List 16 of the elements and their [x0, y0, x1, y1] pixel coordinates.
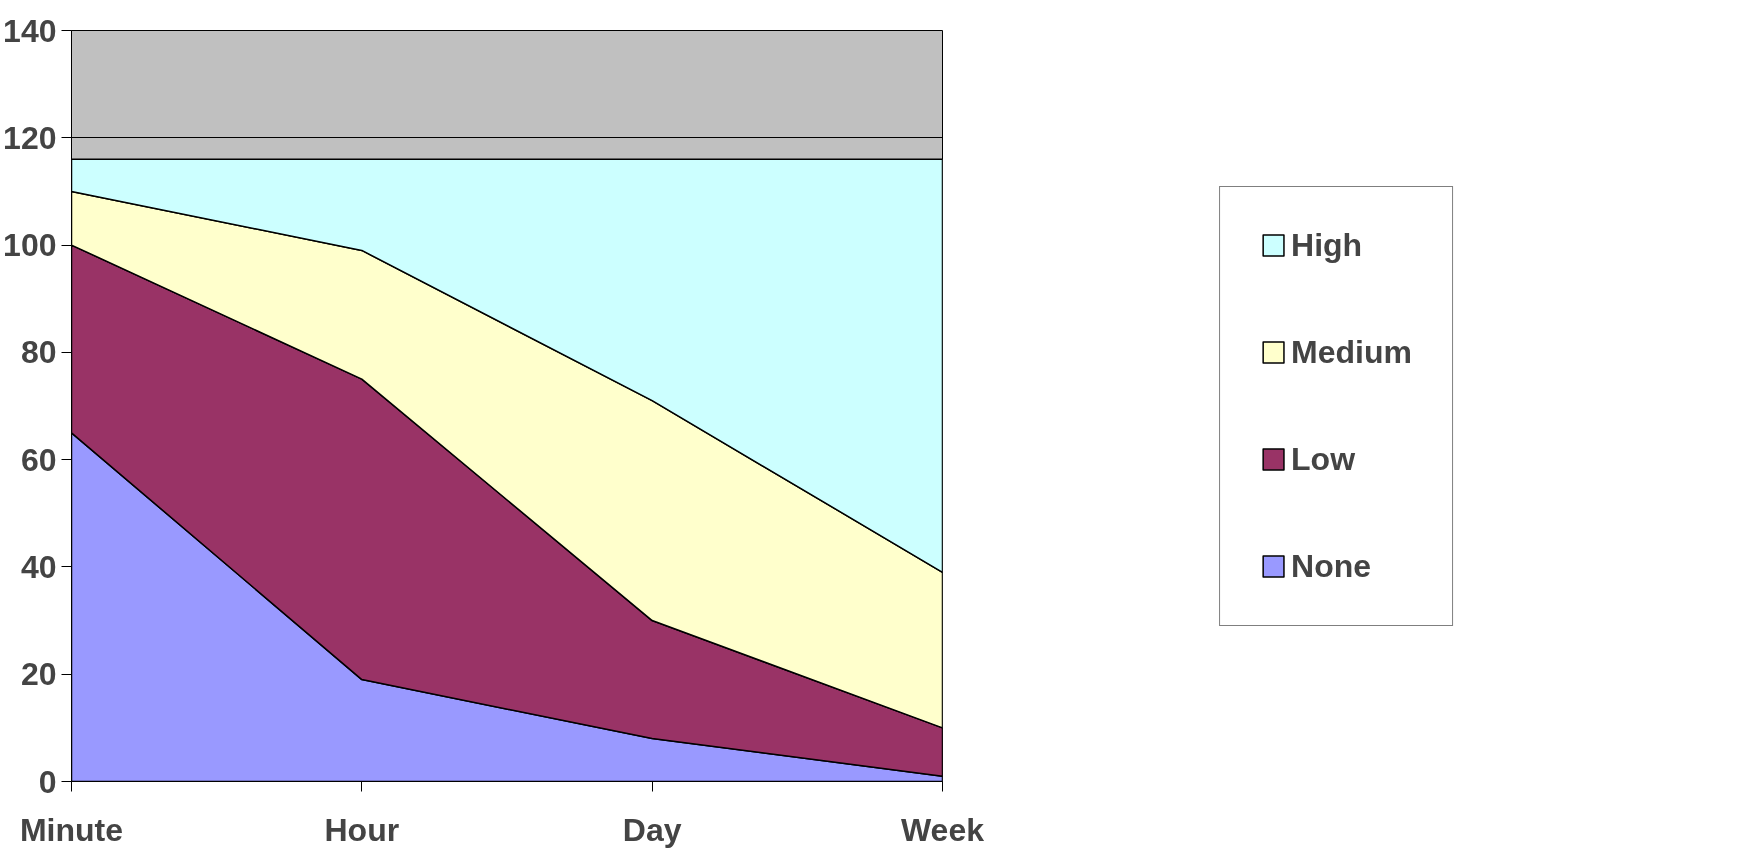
legend-label: Medium — [1291, 333, 1412, 371]
x-tick-label: Minute — [19, 811, 124, 848]
y-tick-label: 120 — [3, 119, 57, 156]
y-tick-label: 20 — [20, 656, 57, 693]
legend-label: High — [1291, 226, 1363, 264]
y-tick-label: 60 — [20, 441, 57, 478]
x-tick-label: Day — [622, 811, 682, 848]
x-tick-label: Hour — [324, 811, 400, 848]
y-tick-label: 40 — [20, 548, 57, 585]
y-tick-label: 80 — [20, 334, 57, 371]
legend-label: Low — [1291, 440, 1356, 478]
legend-label: None — [1291, 547, 1372, 585]
y-tick-label: 0 — [38, 763, 57, 800]
y-tick-label: 140 — [3, 12, 57, 49]
y-tick-label: 100 — [3, 227, 57, 264]
x-tick-label: Week — [900, 811, 985, 848]
